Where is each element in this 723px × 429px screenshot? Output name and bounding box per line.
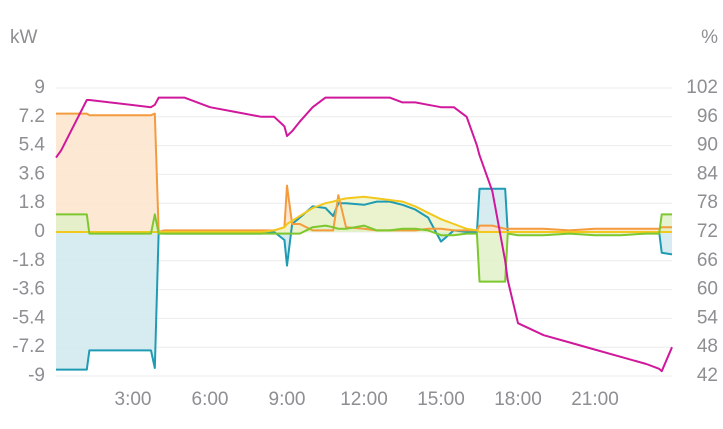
y-tick-label: -9 [28, 365, 45, 386]
y-tick-label: -1.8 [12, 250, 45, 271]
x-tick-label: 9:00 [269, 389, 306, 410]
y2-tick-label: 78 [697, 192, 718, 213]
y2-tick-label: 102 [686, 77, 718, 98]
x-tick-label: 21:00 [571, 389, 619, 410]
y2-tick-label: 42 [697, 365, 718, 386]
y-tick-label: 3.6 [19, 163, 45, 184]
x-tick-label: 15:00 [417, 389, 465, 410]
y2-tick-label: 84 [697, 163, 719, 184]
y-axis-label: kW [10, 27, 38, 48]
y-tick-label: -5.4 [12, 307, 45, 328]
area [56, 113, 672, 232]
line [56, 195, 672, 233]
y2-tick-label: 90 [697, 135, 718, 156]
y2-tick-label: 66 [697, 250, 718, 271]
y-tick-label: 0 [34, 221, 45, 242]
x-tick-label: 6:00 [192, 389, 229, 410]
y2-tick-label: 96 [697, 106, 718, 127]
x-tick-label: 3:00 [115, 389, 152, 410]
x-tick-label: 12:00 [340, 389, 388, 410]
y2-tick-label: 54 [697, 307, 719, 328]
y-tick-label: 7.2 [19, 106, 45, 127]
line [55, 96, 673, 373]
x-tick-label: 18:00 [494, 389, 542, 410]
line [56, 213, 672, 283]
area [56, 196, 672, 232]
line [56, 112, 672, 233]
y2-axis-label: % [701, 27, 718, 48]
y2-tick-label: 60 [697, 279, 718, 300]
y-tick-label: -3.6 [12, 279, 45, 300]
y2-tick-label: 48 [697, 336, 718, 357]
y-tick-label: 5.4 [19, 135, 46, 156]
y2-tick-label: 72 [697, 221, 718, 242]
y-tick-label: -7.2 [12, 336, 45, 357]
y-tick-label: 9 [34, 77, 45, 98]
y-tick-label: 1.8 [19, 192, 45, 213]
